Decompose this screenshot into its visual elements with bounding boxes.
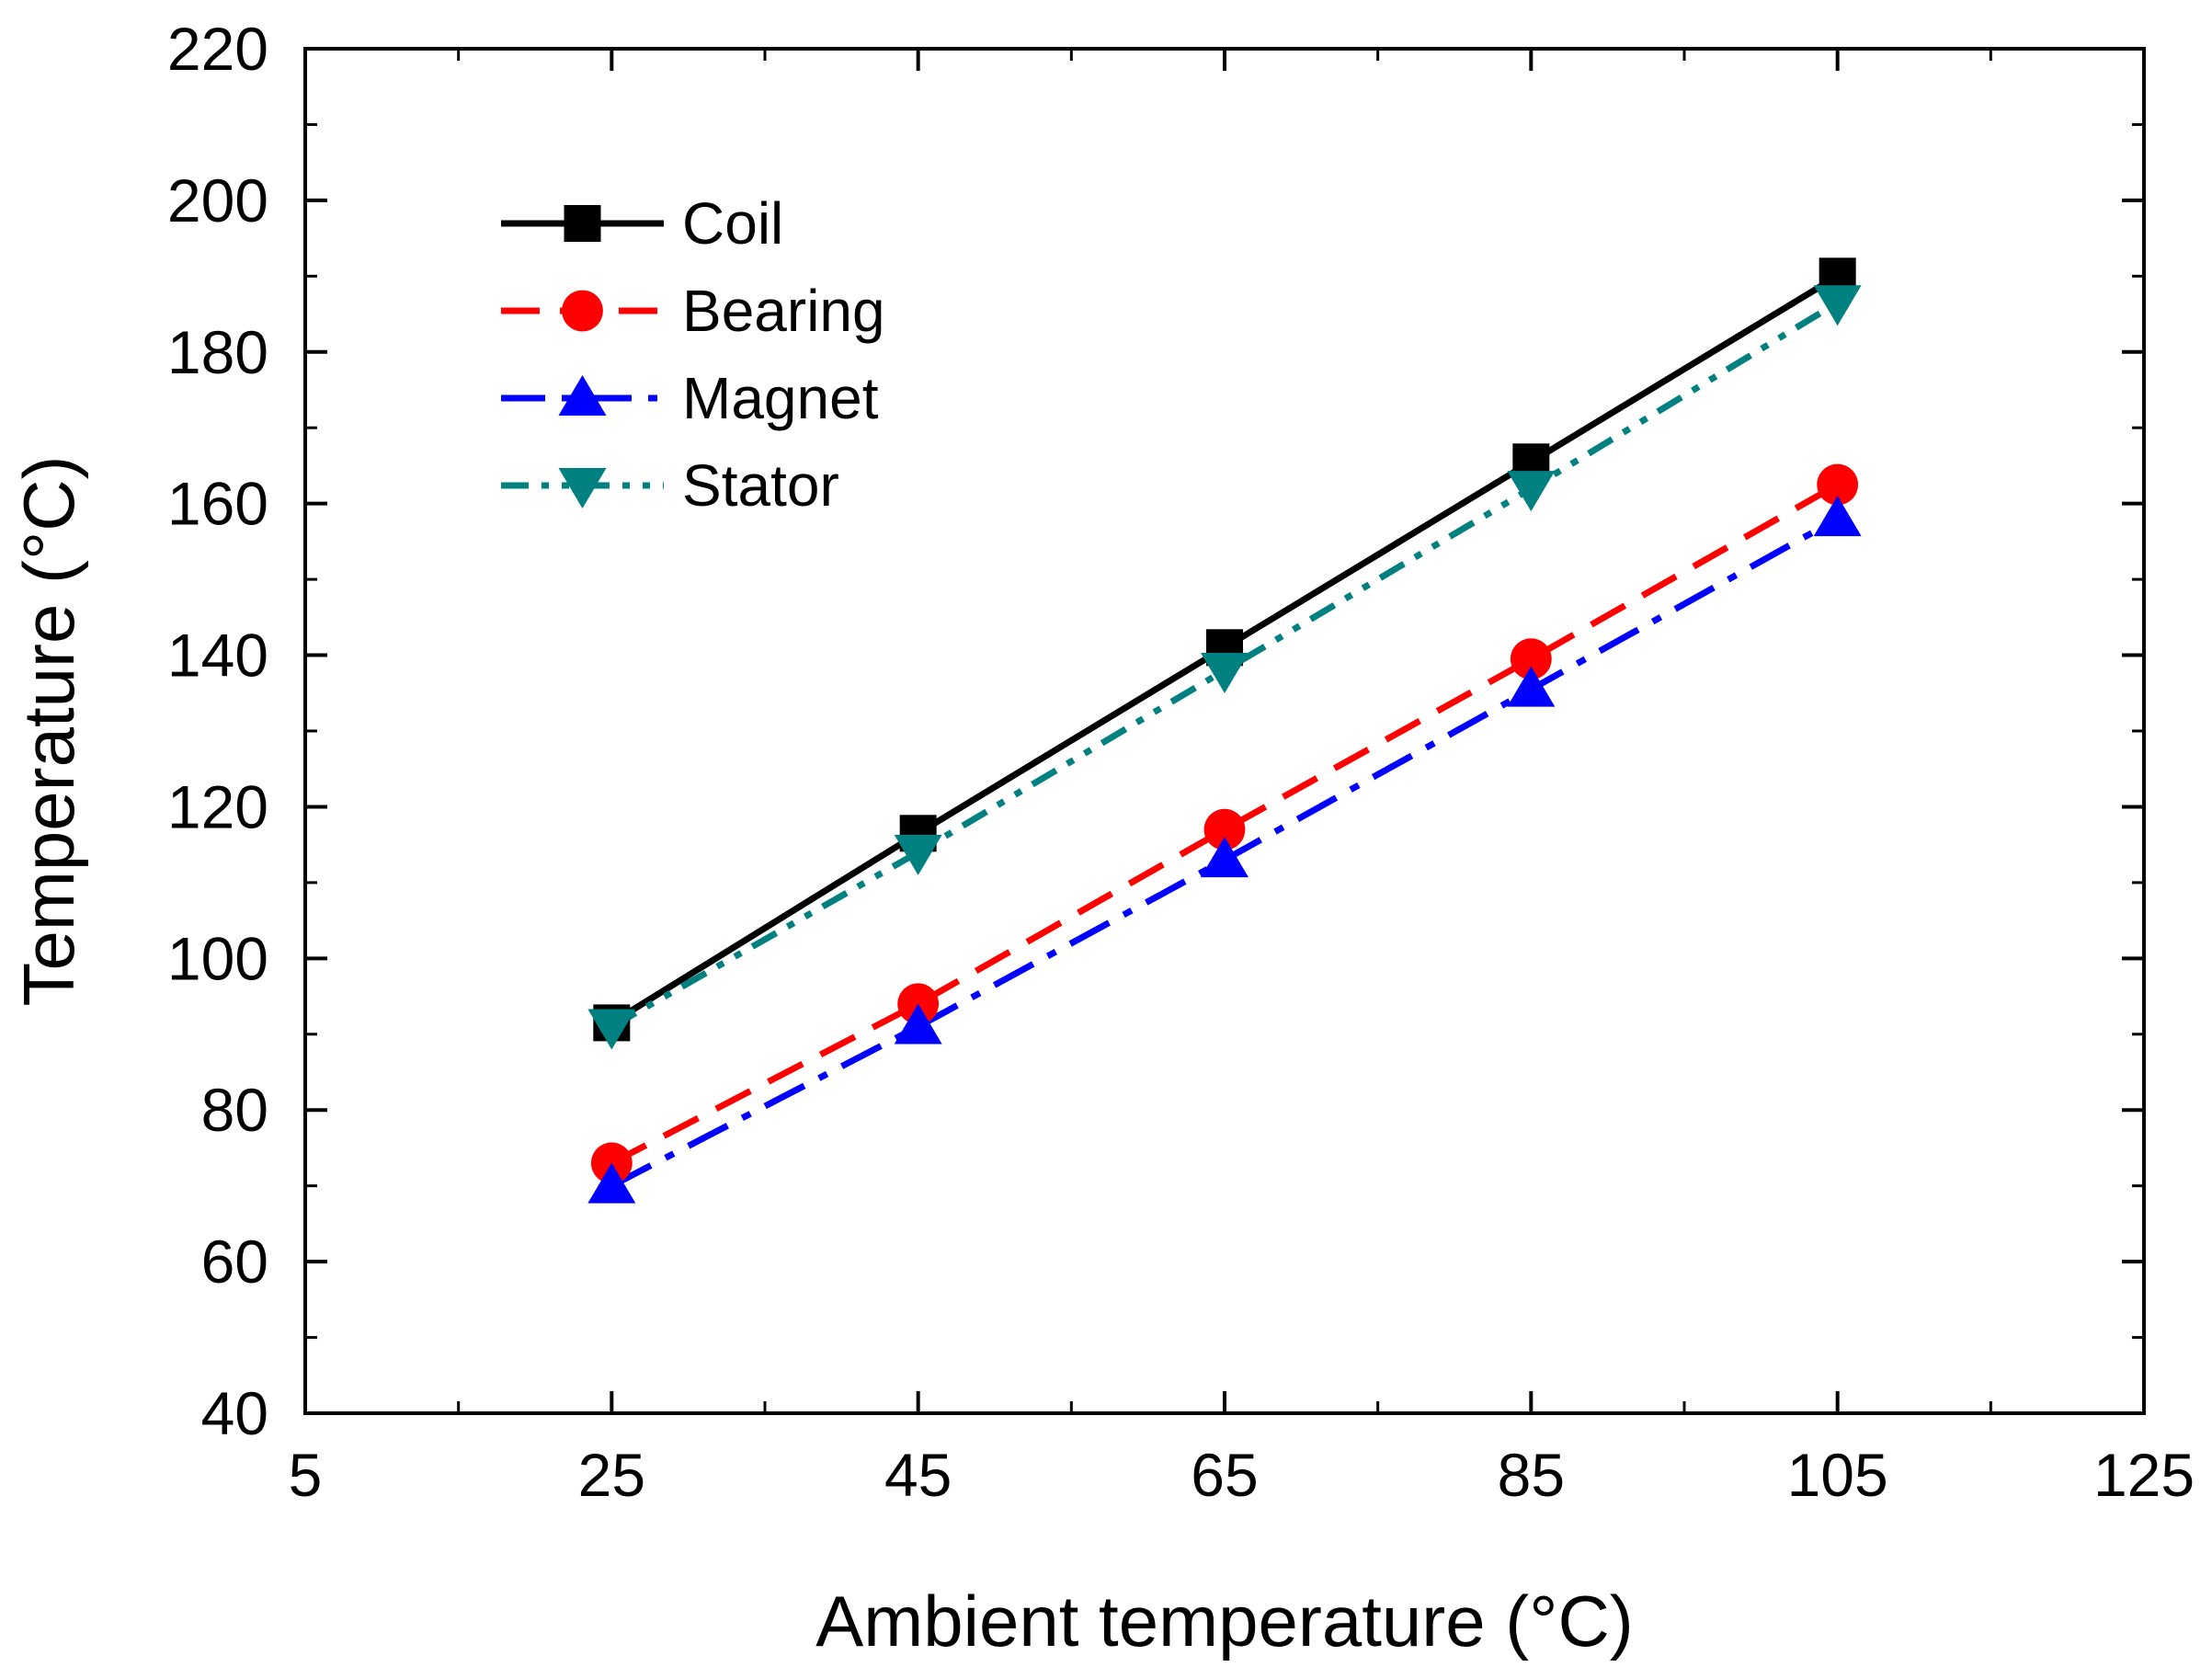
legend-label-coil: Coil	[682, 190, 783, 257]
x-tick-label: 5	[289, 1441, 323, 1509]
data-point-stator	[1507, 471, 1556, 512]
legend-marker-bearing	[562, 290, 603, 332]
y-tick-label: 180	[167, 318, 268, 386]
x-tick-label: 65	[1191, 1441, 1258, 1509]
y-tick-label: 220	[167, 15, 268, 83]
x-tick-label: 45	[884, 1441, 952, 1509]
data-point-magnet	[1201, 837, 1249, 878]
data-point-magnet	[1507, 666, 1556, 707]
data-point-bearing	[1203, 808, 1246, 851]
legend-label-bearing: Bearing	[682, 278, 885, 344]
y-tick-label: 100	[167, 924, 268, 992]
data-point-magnet	[894, 1003, 942, 1045]
y-tick-label: 140	[167, 622, 268, 690]
x-tick-label: 85	[1498, 1441, 1565, 1509]
data-point-stator	[894, 834, 942, 875]
series-group	[587, 257, 1862, 1204]
legend-label-magnet: Magnet	[682, 365, 879, 431]
axis-ticks: 5 25 45 65 85 105 125 40 60 80 100 120 140 160 180 200 2…	[167, 15, 2195, 1509]
y-tick-label: 60	[201, 1227, 268, 1296]
y-tick-label: 120	[167, 772, 268, 840]
x-tick-label: 25	[578, 1441, 645, 1509]
data-point-stator	[1813, 285, 1862, 326]
x-axis-title: Ambient temperature (°C)	[815, 1581, 1634, 1661]
legend-label-stator: Stator	[682, 452, 839, 519]
data-point-stator	[587, 1009, 636, 1050]
y-axis-title: Temperature (°C)	[8, 455, 89, 1006]
legend-marker-magnet	[558, 375, 607, 416]
x-tick-label: 125	[2093, 1441, 2195, 1509]
data-point-bearing	[1817, 463, 1859, 506]
legend-marker-coil	[564, 205, 601, 242]
y-tick-label: 200	[167, 166, 268, 234]
data-point-bearing	[1510, 638, 1552, 680]
x-tick-label: 105	[1787, 1441, 1888, 1509]
legend-marker-stator	[558, 468, 607, 508]
legend: Coil Bearing Magnet Stator	[501, 190, 885, 519]
y-tick-label: 80	[201, 1076, 268, 1144]
y-tick-label: 160	[167, 470, 268, 538]
plot-frame	[303, 47, 2146, 1415]
data-point-stator	[1201, 653, 1249, 694]
y-tick-label: 40	[201, 1379, 268, 1447]
data-point-magnet	[587, 1162, 636, 1204]
data-point-magnet	[1813, 496, 1862, 537]
